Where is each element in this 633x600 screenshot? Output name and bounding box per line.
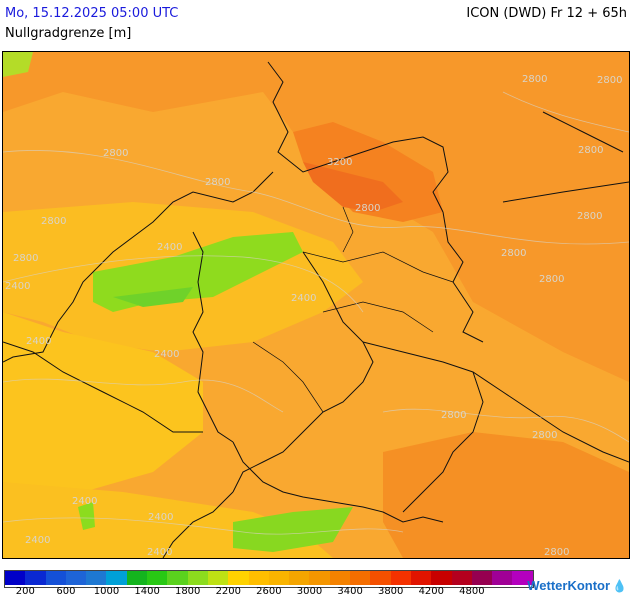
freezing-level-zone-3200 <box>293 122 443 222</box>
contour-label: 2800 <box>532 430 557 441</box>
parameter-title: Nullgradgrenze [m] <box>5 26 132 41</box>
legend-swatch <box>45 571 66 585</box>
brand-name: WetterKontor <box>527 578 611 593</box>
contour-label: 2400 <box>25 535 50 546</box>
wetterkontor-logo[interactable]: WetterKontor 💧 <box>527 578 627 593</box>
contour-label: 2800 <box>103 148 128 159</box>
legend-label: 4200 <box>418 586 445 597</box>
contour-label: 2400 <box>72 496 97 507</box>
contour-label: 2400 <box>157 242 182 253</box>
legend-swatch <box>106 571 127 585</box>
country-borders <box>3 61 629 558</box>
legend-swatch <box>309 571 330 585</box>
contour-label: 2400 <box>26 336 51 347</box>
legend-label: 3000 <box>296 586 323 597</box>
southeast-zone-2800 <box>383 432 629 558</box>
legend-swatch <box>492 571 513 585</box>
legend-swatch <box>512 571 533 585</box>
legend-swatch <box>268 571 290 585</box>
contour-label: 2400 <box>5 281 30 292</box>
freezing-level-zone-3400 <box>303 162 403 212</box>
contour-label: 2800 <box>522 74 547 85</box>
contour-label: 2800 <box>41 216 66 227</box>
contour-lines <box>3 91 629 535</box>
small-low-freezing-patch <box>78 502 95 530</box>
legend-swatch <box>289 571 310 585</box>
legend-swatch <box>431 571 452 585</box>
legend-label: 600 <box>56 586 76 597</box>
contour-label: 2800 <box>355 203 380 214</box>
color-scale-labels: 200 600 1000 1400 1800 2200 2600 3000 3400 3800 42… <box>0 586 633 600</box>
contour-label: 2800 <box>441 410 466 421</box>
freezing-level-zone-3000 <box>3 52 629 382</box>
contour-label: 2400 <box>147 547 172 558</box>
legend-swatch <box>187 571 208 585</box>
contour-label: 2800 <box>577 211 602 222</box>
legend-swatch <box>248 571 269 585</box>
legend-swatch <box>228 571 249 585</box>
legend-swatch <box>329 571 351 585</box>
legend-swatch <box>410 571 432 585</box>
corner-low-freezing-patch <box>3 52 33 77</box>
contour-label: 2800 <box>539 274 564 285</box>
legend-swatch <box>126 571 148 585</box>
low-freezing-level-core <box>113 287 193 307</box>
contour-label: 2400 <box>148 512 173 523</box>
contour-label-group: 2800 2800 2800 3200 2800 2800 2800 2800 … <box>5 74 622 558</box>
legend-swatch <box>451 571 472 585</box>
low-freezing-level-band <box>93 232 303 312</box>
legend-label: 1000 <box>93 586 120 597</box>
legend-swatch <box>350 571 371 585</box>
legend-label: 1800 <box>174 586 201 597</box>
legend-label: 4800 <box>459 586 485 597</box>
legend-label: 1400 <box>134 586 160 597</box>
legend-label: 3800 <box>377 586 404 597</box>
legend-swatch <box>167 571 188 585</box>
legend-swatch <box>65 571 87 585</box>
contour-label: 2800 <box>544 547 569 558</box>
legend-swatch <box>86 571 107 585</box>
legend-swatch <box>147 571 168 585</box>
freezing-level-zone-2400-west <box>3 312 203 492</box>
contour-label: 2800 <box>205 177 230 188</box>
model-run-label: ICON (DWD) Fr 12 + 65h <box>466 6 627 21</box>
legend-swatch <box>471 571 493 585</box>
contour-label: 2800 <box>13 253 38 264</box>
freezing-level-map[interactable]: 2800 2800 2800 3200 2800 2800 2800 2800 … <box>2 51 630 559</box>
legend-label: 2600 <box>256 586 282 597</box>
color-scale-legend <box>4 570 534 588</box>
legend-swatch <box>25 571 46 585</box>
contour-label: 2800 <box>501 248 526 259</box>
state-borders <box>252 206 454 413</box>
legend-swatch <box>370 571 391 585</box>
legend-label: 2200 <box>215 586 242 597</box>
legend-swatch <box>207 571 229 585</box>
legend-swatch <box>5 571 26 585</box>
raindrops-icon: 💧 <box>612 578 627 593</box>
contour-label: 2800 <box>597 75 622 86</box>
alpine-low-freezing-level <box>233 507 353 552</box>
contour-label: 2400 <box>154 349 179 360</box>
forecast-datetime: Mo, 15.12.2025 05:00 UTC <box>5 6 179 21</box>
contour-label: 2800 <box>578 145 603 156</box>
legend-label: 3400 <box>337 586 363 597</box>
legend-swatch <box>390 571 411 585</box>
contour-label: 3200 <box>327 157 352 168</box>
contour-label: 2400 <box>291 293 316 304</box>
legend-label: 200 <box>15 586 35 597</box>
